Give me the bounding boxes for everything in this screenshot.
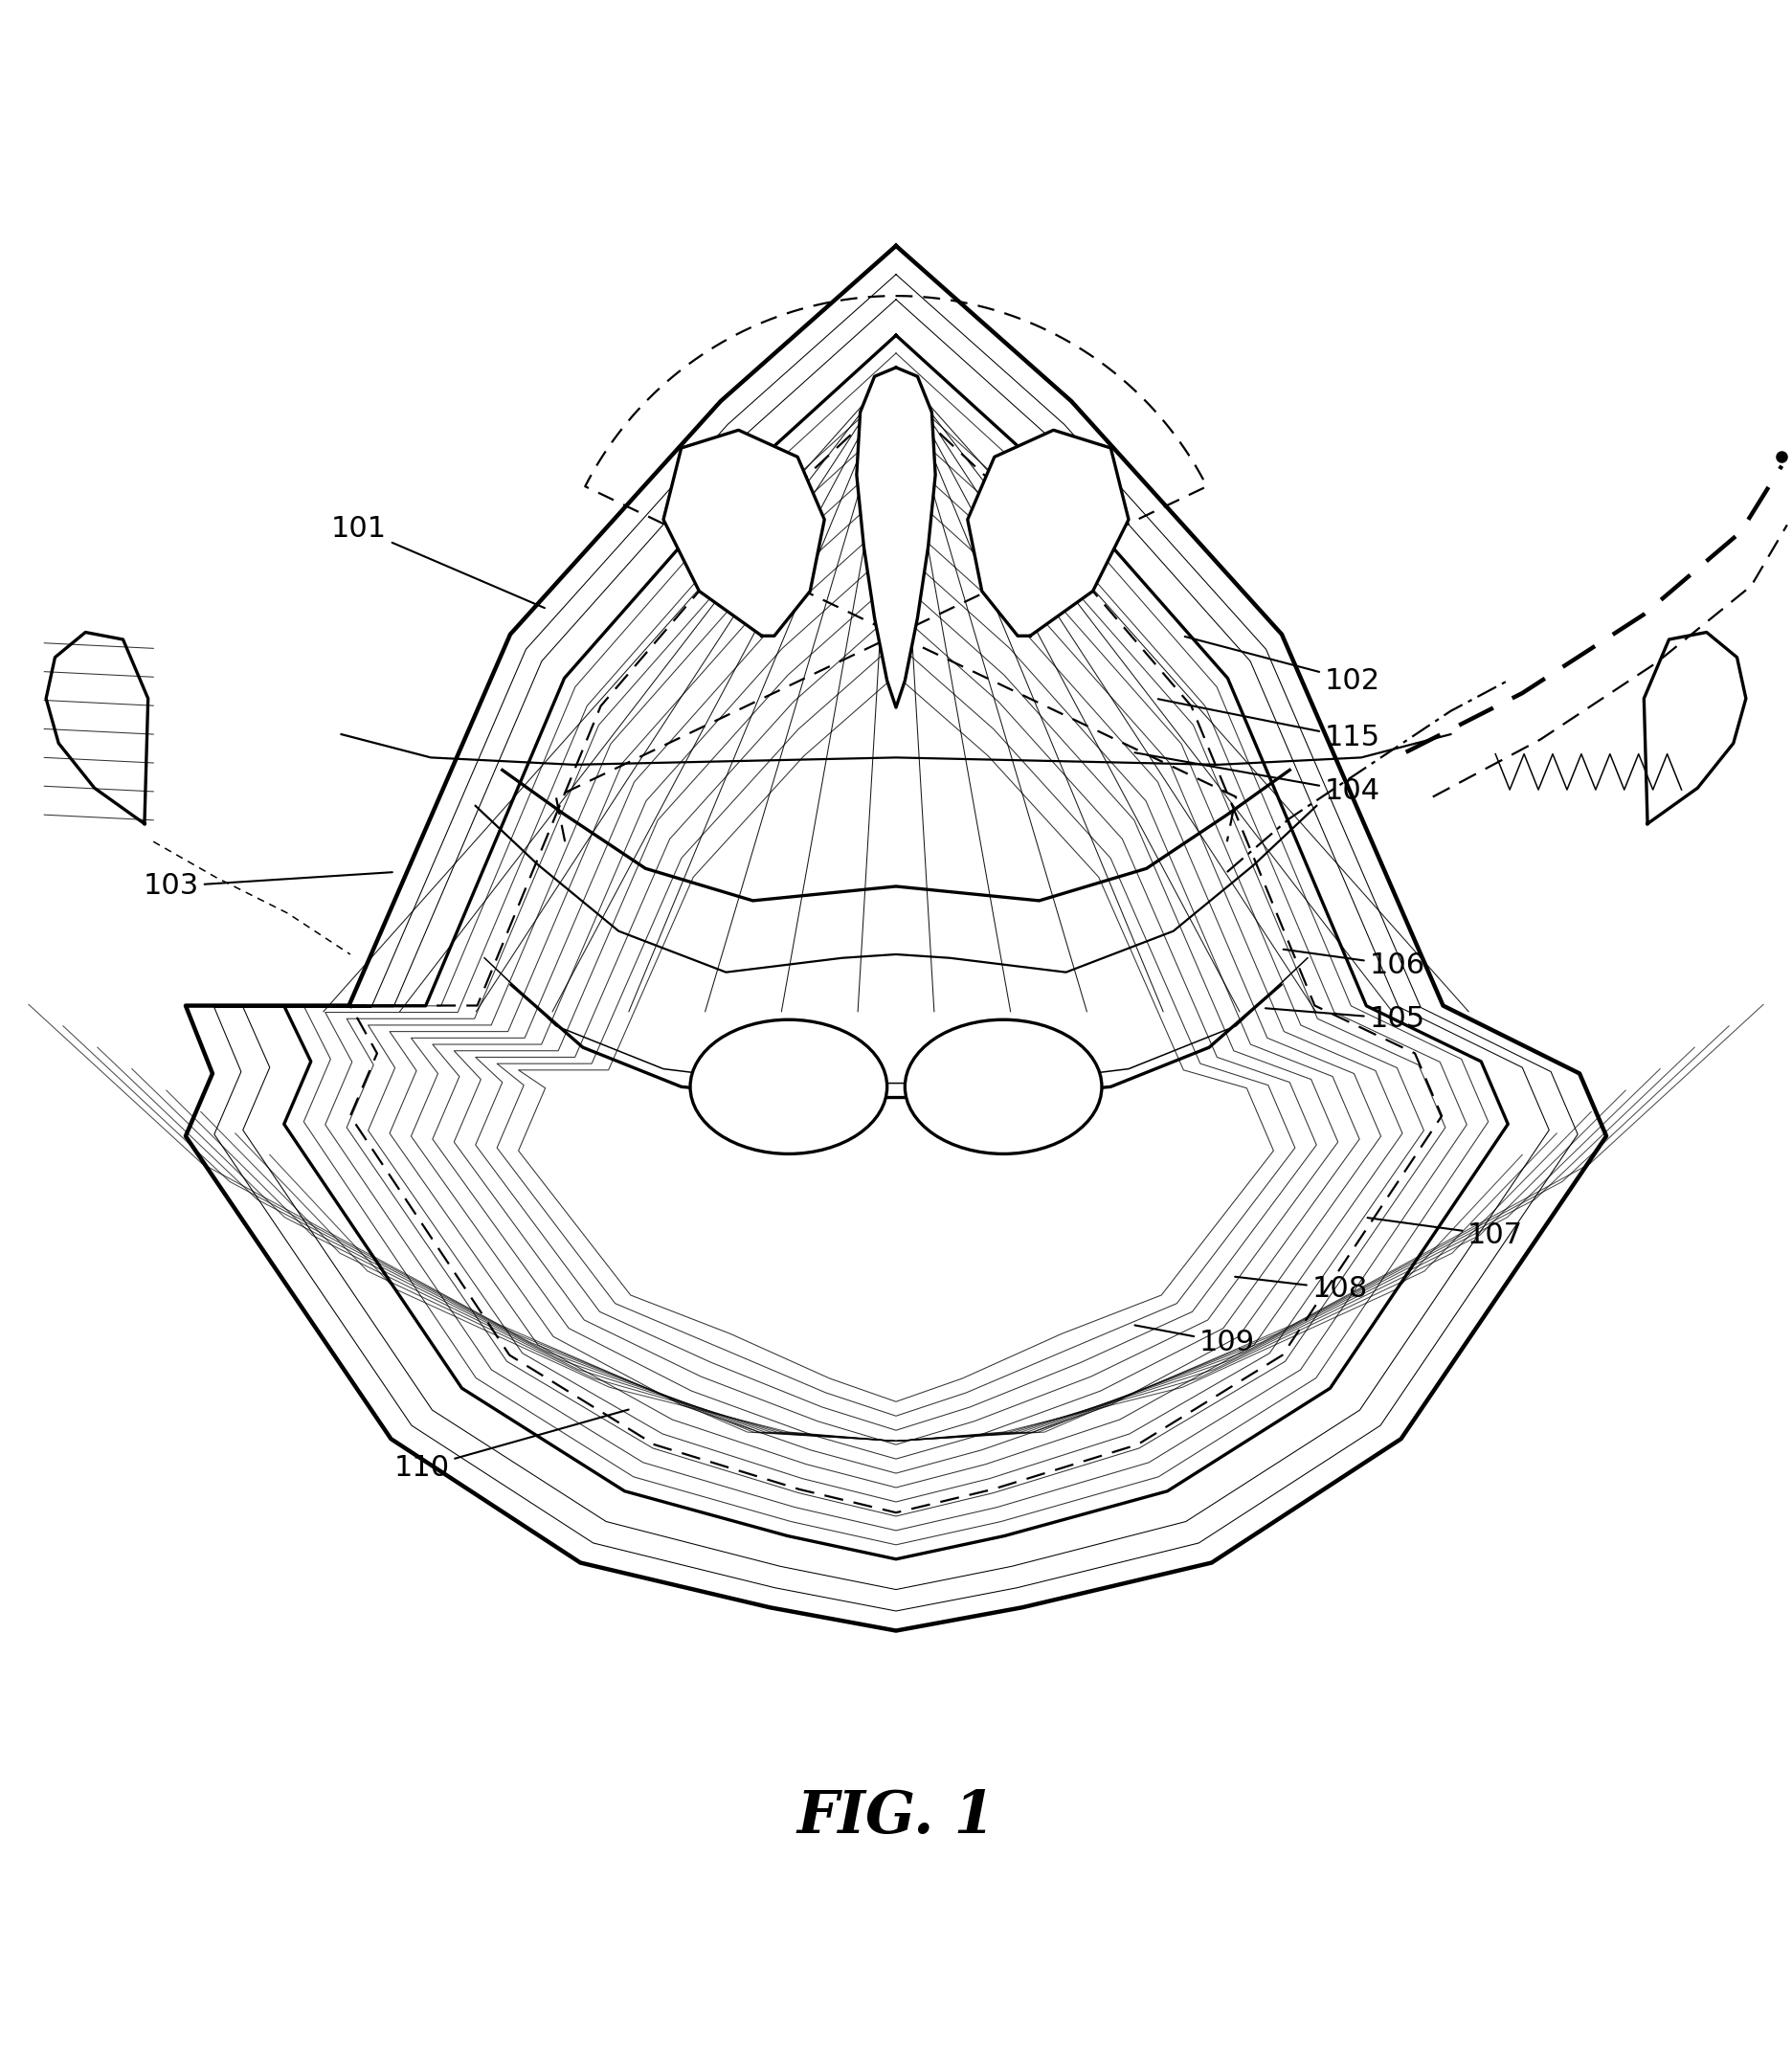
Text: 110: 110: [394, 1410, 629, 1482]
Ellipse shape: [690, 1019, 887, 1153]
Text: 103: 103: [143, 873, 392, 900]
Text: 107: 107: [1367, 1217, 1523, 1250]
Text: FIG. 1: FIG. 1: [797, 1787, 995, 1845]
Polygon shape: [47, 632, 149, 824]
Text: 115: 115: [1158, 698, 1380, 752]
Polygon shape: [1643, 632, 1745, 824]
Text: 106: 106: [1283, 949, 1425, 978]
Text: 102: 102: [1185, 636, 1380, 694]
Polygon shape: [663, 430, 824, 636]
Text: 104: 104: [1134, 754, 1380, 805]
Polygon shape: [968, 430, 1129, 636]
Text: 105: 105: [1265, 1005, 1425, 1034]
Text: 109: 109: [1134, 1326, 1254, 1357]
Text: 101: 101: [332, 515, 545, 607]
Polygon shape: [857, 367, 935, 708]
Ellipse shape: [905, 1019, 1102, 1153]
Text: 108: 108: [1235, 1275, 1367, 1303]
